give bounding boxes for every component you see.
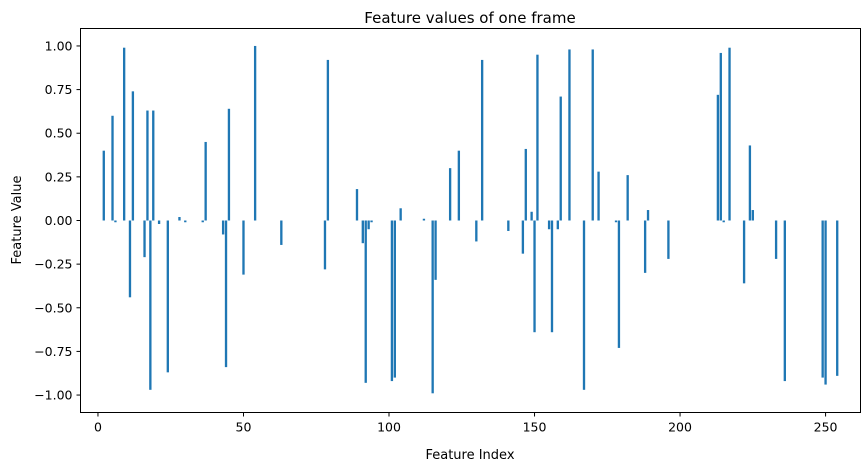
x-tick-label: 200 bbox=[668, 420, 692, 435]
bar bbox=[536, 54, 539, 221]
bar bbox=[143, 220, 146, 258]
bar bbox=[547, 220, 551, 230]
bar bbox=[393, 220, 396, 378]
bar bbox=[166, 220, 169, 373]
bar bbox=[783, 220, 786, 382]
bar bbox=[524, 148, 527, 221]
bar bbox=[422, 218, 426, 221]
bar bbox=[146, 110, 149, 221]
y-tick-label: 0.50 bbox=[45, 126, 73, 141]
bar bbox=[227, 108, 231, 221]
bar bbox=[614, 220, 618, 223]
bar bbox=[399, 208, 402, 221]
bar bbox=[646, 210, 650, 221]
x-tick-label: 0 bbox=[94, 420, 102, 435]
bar bbox=[591, 49, 594, 221]
bar bbox=[626, 175, 629, 221]
y-tick-label: −0.50 bbox=[34, 300, 72, 315]
bar bbox=[149, 220, 152, 390]
bar bbox=[821, 220, 824, 378]
bar bbox=[323, 220, 327, 270]
bar bbox=[390, 220, 394, 382]
bar bbox=[201, 220, 204, 223]
bar bbox=[748, 145, 752, 221]
y-tick-label: 0.00 bbox=[45, 213, 73, 228]
bar bbox=[326, 59, 330, 221]
bar bbox=[719, 52, 722, 221]
bar bbox=[643, 220, 647, 273]
bar bbox=[355, 189, 359, 221]
bar bbox=[617, 220, 621, 348]
bar bbox=[364, 220, 367, 383]
bar bbox=[128, 220, 132, 298]
bar bbox=[559, 96, 562, 221]
x-tick-label: 50 bbox=[236, 420, 252, 435]
bar bbox=[480, 59, 484, 221]
bar bbox=[157, 220, 161, 224]
y-tick-label: 1.00 bbox=[45, 38, 73, 53]
bar bbox=[114, 220, 117, 223]
plot-frame bbox=[80, 28, 861, 413]
x-tick-label: 150 bbox=[523, 420, 547, 435]
bar bbox=[751, 210, 754, 221]
bar bbox=[507, 220, 510, 231]
bar bbox=[111, 115, 114, 221]
bar bbox=[361, 220, 364, 244]
bar bbox=[434, 220, 437, 280]
bar bbox=[224, 220, 228, 368]
x-tick-label: 250 bbox=[814, 420, 838, 435]
bar bbox=[521, 220, 525, 254]
bar bbox=[774, 220, 778, 259]
bar bbox=[475, 220, 478, 242]
x-axis-ticks: 0 50 100 150 200 250 bbox=[94, 412, 838, 435]
bar bbox=[131, 91, 135, 221]
bar bbox=[280, 220, 283, 245]
bar bbox=[184, 220, 187, 223]
bar bbox=[550, 220, 554, 333]
bar bbox=[204, 141, 207, 221]
y-tick-label: −0.75 bbox=[34, 344, 72, 359]
y-tick-label: 0.75 bbox=[45, 82, 73, 97]
bar bbox=[597, 171, 600, 221]
bar bbox=[568, 49, 571, 221]
bar bbox=[836, 220, 839, 376]
bar bbox=[367, 220, 370, 230]
y-tick-label: 0.25 bbox=[45, 169, 73, 184]
y-axis-label: Feature Value bbox=[10, 176, 25, 265]
bar bbox=[178, 217, 181, 221]
bar bbox=[221, 220, 225, 235]
bar bbox=[152, 110, 155, 221]
bar bbox=[582, 220, 586, 390]
x-tick-label: 100 bbox=[377, 420, 401, 435]
bar bbox=[742, 220, 746, 284]
x-axis-label: Feature Index bbox=[425, 448, 514, 463]
bar bbox=[253, 45, 257, 221]
bar bbox=[457, 150, 461, 221]
chart-title: Feature values of one frame bbox=[364, 9, 575, 27]
bar bbox=[431, 220, 434, 394]
bar bbox=[556, 220, 559, 230]
bar bbox=[102, 150, 105, 221]
bar bbox=[667, 220, 670, 259]
bar bbox=[370, 220, 373, 223]
bar bbox=[122, 47, 126, 221]
bars-layer bbox=[102, 45, 839, 394]
bar bbox=[530, 211, 533, 221]
bar bbox=[533, 220, 536, 333]
y-tick-label: −1.00 bbox=[34, 388, 72, 403]
bar bbox=[722, 220, 725, 223]
bar bbox=[728, 47, 731, 221]
bar bbox=[448, 168, 452, 221]
bar bbox=[242, 220, 245, 275]
y-tick-label: −0.25 bbox=[34, 257, 72, 272]
bar bbox=[824, 220, 827, 385]
bar bbox=[716, 94, 720, 221]
y-axis-ticks: −1.00 −0.75 −0.50 −0.25 0.00 0.25 0.50 0.75 1.00 bbox=[34, 38, 81, 403]
